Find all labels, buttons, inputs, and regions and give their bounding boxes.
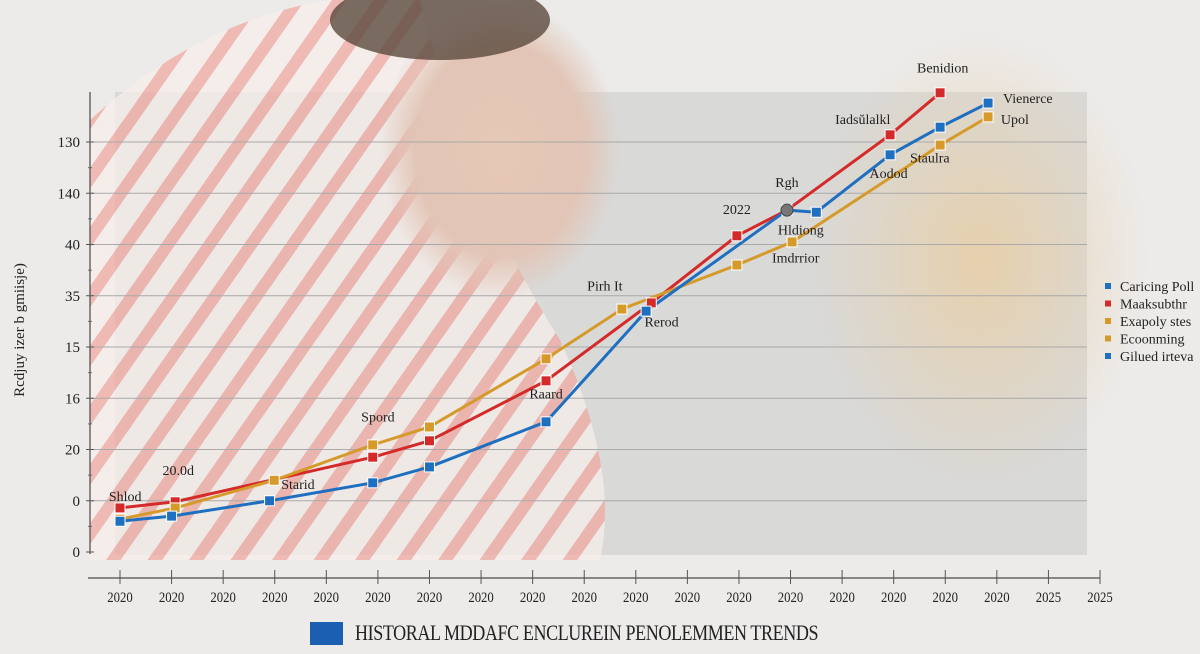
x-tick-label: 2020 [210,590,236,606]
data-point [731,230,743,242]
annotation-label: Upol [1001,113,1029,128]
data-point [884,129,896,141]
axes: 0 0 20 16 15 35 40 140 130 2020 2020 2020 2020 2020 20… [58,92,1113,606]
data-point [934,139,946,151]
legend-swatch [1105,283,1111,289]
data-point [423,461,435,473]
data-point [114,515,126,527]
legend-swatch [1105,300,1111,307]
annotation-label: Starid [281,478,314,493]
x-tick-label: 2020 [365,590,391,606]
legend-label: Maaksubthr [1120,298,1187,313]
annotation-label: Vienerce [1003,92,1053,107]
y-tick-label: 16 [65,391,81,407]
annotation-label: 2022 [723,203,751,218]
x-tick-label: 2020 [417,590,443,606]
y-tick-label: 140 [58,186,81,202]
y-tick-label: 0 [73,545,81,561]
legend-swatch [1105,353,1111,359]
gridlines [90,141,1087,502]
data-point [166,510,178,522]
x-tick-label: 2020 [778,590,804,606]
annotation-label: Rgh [775,176,798,191]
legend-label: Gilued irteva [1120,350,1194,365]
annotation-label: Aodod [869,167,907,182]
data-point [810,206,822,218]
data-point [982,111,994,123]
x-tick-label: 2020 [571,590,597,606]
x-tick-label: 2020 [107,590,133,606]
y-tick-label: 35 [65,289,80,305]
legend-label: Caricing Poll [1120,280,1194,295]
legend: Caricing Poll Maaksubthr Exapoly stes Ecoon… [1105,280,1194,365]
chart-title: HISTORAL MDDAFC ENCLUREIN PENOLEMMEN TRE… [310,620,920,646]
series-line-2 [119,101,989,523]
title-swatch [310,621,343,645]
data-point [114,502,126,514]
series-lines [114,87,994,527]
x-tick-label: 2020 [468,590,494,606]
x-tick-label: 2020 [984,590,1010,606]
highlight-point [780,203,794,217]
x-tick-label: 2020 [829,590,855,606]
data-point [640,305,652,317]
data-point [540,375,552,387]
data-point [540,353,552,365]
annotation-label: Hldiong [778,223,824,238]
annotation-label: Staulra [910,152,950,167]
x-tick-label: 2025 [1036,590,1062,606]
x-tick-label: 2020 [520,590,546,606]
x-tick-label: 2020 [881,590,907,606]
legend-swatch [1105,335,1111,342]
annotation-label: Benidion [917,61,968,76]
data-point [884,149,896,161]
y-axis-label: Rcdjuy izer b gmiisje) [12,263,28,397]
series-line-0 [119,91,942,510]
x-tick-label: 2020 [933,590,959,606]
y-tick-label: 130 [58,135,81,151]
x-tick-label: 2020 [623,590,649,606]
data-point [423,435,435,447]
data-point [264,495,276,507]
annotation-label: 20.0d [163,464,195,479]
data-point [367,477,379,489]
annotation-label: Spord [361,410,394,425]
data-point [540,416,552,428]
data-point [731,259,743,271]
x-tick-label: 2020 [314,590,340,606]
annotation-label: Pirh It [587,280,623,295]
annotation-label: Imdrrior [772,251,820,266]
data-point [367,439,379,451]
x-tick-label: 2020 [159,590,185,606]
x-tick-label: 2020 [262,590,288,606]
data-point [786,236,798,248]
data-point [982,97,994,109]
annotation-label: Raard [529,387,562,402]
data-point [367,451,379,463]
annotation-label: Iadsŭlalkl [835,113,890,128]
y-tick-label: 0 [73,494,81,510]
data-point [934,87,946,99]
y-tick-label: 15 [65,340,80,356]
legend-label: Ecoonming [1120,333,1185,348]
x-tick-label: 2020 [675,590,701,606]
data-point [268,474,280,486]
annotation-label: Shlod [109,490,142,505]
legend-label: Exapoly stes [1120,315,1191,330]
data-point [616,303,628,315]
data-point [934,121,946,133]
x-tick-label: 2020 [726,590,752,606]
chart-title-text: HISTORAL MDDAFC ENCLUREIN PENOLEMMEN TRE… [355,620,819,645]
annotation-label: Rerod [644,316,678,331]
y-tick-label: 20 [65,443,80,459]
data-point [423,421,435,433]
y-tick-label: 40 [65,238,80,254]
legend-swatch [1105,318,1111,324]
series-line-1 [119,115,989,521]
annotations: Benidion Vienerce Upol Iadsŭlalkl AododStaul… [109,61,1053,504]
x-tick-label: 2025 [1087,590,1113,606]
